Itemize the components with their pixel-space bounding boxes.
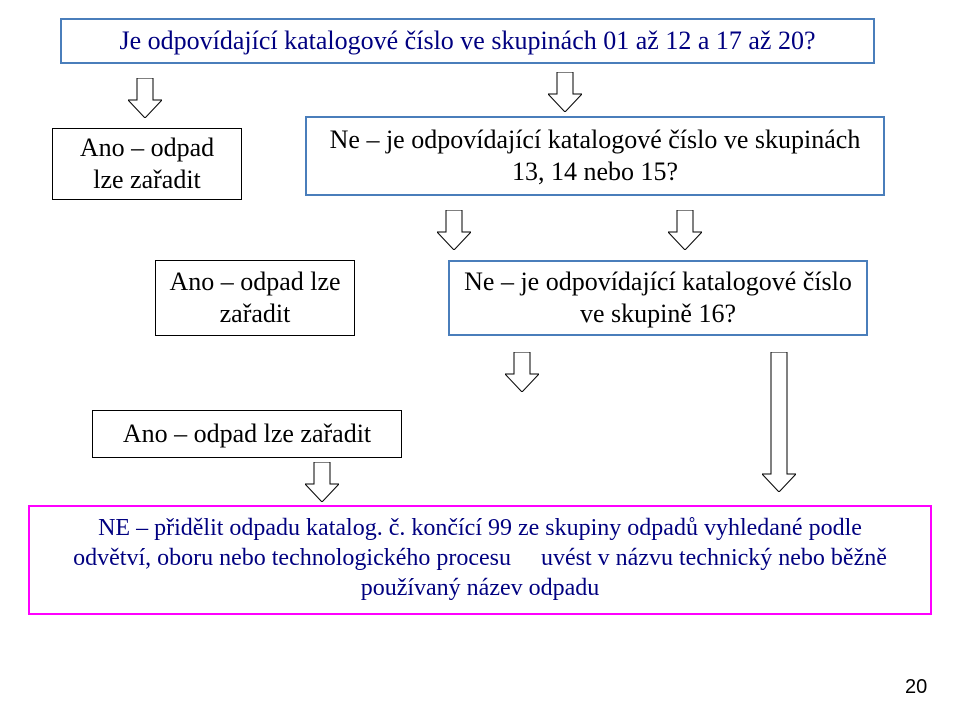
arrow-q2-to-a2 — [437, 210, 471, 250]
question-1-text: Je odpovídající katalogové číslo ve skup… — [119, 25, 815, 58]
question-3-text: Ne – je odpovídající katalogové číslo ve… — [460, 266, 856, 331]
arrow-q3-to-final — [762, 352, 796, 492]
arrow-q1-to-a1 — [128, 78, 162, 118]
question-2-text: Ne – je odpovídající katalogové číslo ve… — [317, 124, 873, 189]
answer-1-text: Ano – odpad lze zařadit — [63, 132, 231, 197]
final-box: NE – přidělit odpadu katalog. č. končící… — [28, 505, 932, 615]
answer-box-1: Ano – odpad lze zařadit — [52, 128, 242, 200]
question-box-2: Ne – je odpovídající katalogové číslo ve… — [305, 116, 885, 196]
arrow-q3-to-a3 — [505, 352, 539, 392]
question-box-1: Je odpovídající katalogové číslo ve skup… — [60, 18, 875, 64]
arrow-q2-to-q3 — [668, 210, 702, 250]
final-line-3: používaný název odpadu — [40, 573, 920, 603]
arrow-q1-to-q2 — [548, 72, 582, 112]
answer-2-text: Ano – odpad lze zařadit — [166, 266, 344, 331]
final-line-2: odvětví, oboru nebo technologického proc… — [40, 543, 920, 573]
answer-3-text: Ano – odpad lze zařadit — [123, 418, 371, 451]
question-box-3: Ne – je odpovídající katalogové číslo ve… — [448, 260, 868, 336]
final-line-1: NE – přidělit odpadu katalog. č. končící… — [40, 513, 920, 543]
answer-box-3: Ano – odpad lze zařadit — [92, 410, 402, 458]
answer-box-2: Ano – odpad lze zařadit — [155, 260, 355, 336]
arrow-a3-to-final — [305, 462, 339, 502]
page-number: 20 — [905, 676, 927, 699]
